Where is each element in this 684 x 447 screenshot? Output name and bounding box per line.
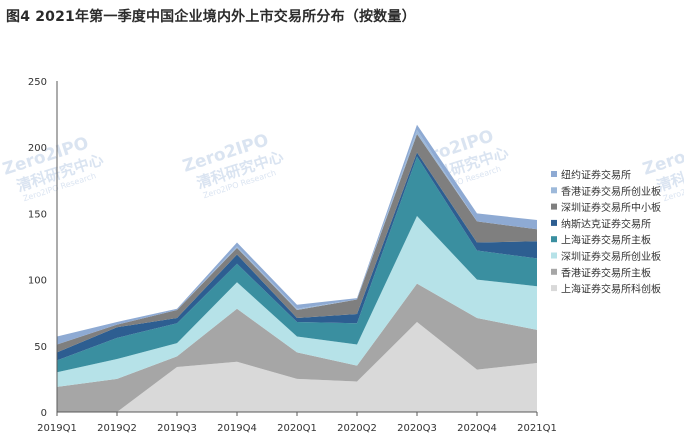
legend-item: 纽约证券交易所 bbox=[551, 169, 631, 182]
y-tick-label: 200 bbox=[28, 143, 47, 154]
area-series-1 bbox=[57, 283, 537, 412]
legend-swatch bbox=[551, 252, 557, 259]
legend-label: 香港证券交易所主板 bbox=[561, 266, 651, 279]
area-series-5 bbox=[57, 133, 537, 353]
x-tick-label: 2019Q2 bbox=[97, 423, 137, 434]
area-series-2 bbox=[57, 216, 537, 387]
legend-swatch bbox=[551, 203, 557, 210]
legend-swatch bbox=[551, 219, 557, 226]
legend-swatch bbox=[551, 285, 557, 292]
area-layer bbox=[57, 124, 537, 412]
area-series-4 bbox=[57, 152, 537, 361]
x-tick-label: 2020Q2 bbox=[337, 423, 377, 434]
axes-layer: 0 50 100 150 200 250 2019Q1 2019Q2 2019Q3 2019Q4 2… bbox=[28, 77, 557, 434]
legend-label: 纽约证券交易所 bbox=[561, 169, 631, 182]
legend-label: 深圳证券交易所中小板 bbox=[561, 201, 661, 214]
legend-item: 纳斯达克证券交易所 bbox=[551, 217, 651, 230]
x-tick-label: 2020Q4 bbox=[457, 423, 497, 434]
legend-swatch bbox=[551, 171, 557, 177]
y-tick-label: 250 bbox=[28, 77, 47, 88]
legend-label: 深圳证券交易所创业板 bbox=[561, 250, 661, 263]
x-tick-label: 2020Q3 bbox=[397, 423, 437, 434]
legend-item: 香港证券交易所创业板 bbox=[551, 185, 661, 198]
legend-swatch bbox=[551, 268, 557, 275]
legend-item: 香港证券交易所主板 bbox=[551, 266, 651, 279]
legend-swatch bbox=[551, 187, 557, 194]
legend-label: 纳斯达克证券交易所 bbox=[561, 217, 651, 230]
x-tick-label: 2019Q4 bbox=[217, 423, 257, 434]
x-tick-label: 2020Q1 bbox=[277, 423, 317, 434]
area-series-3 bbox=[57, 156, 537, 373]
area-series-0 bbox=[57, 321, 537, 412]
legend-label: 上海证券交易所科创板 bbox=[561, 283, 661, 296]
legend-item: 深圳证券交易所创业板 bbox=[551, 250, 661, 263]
legend-label: 上海证券交易所主板 bbox=[561, 234, 651, 247]
legend-item: 上海证券交易所主板 bbox=[551, 234, 651, 247]
legend-item: 上海证券交易所科创板 bbox=[551, 283, 661, 296]
legend-item: 深圳证券交易所中小板 bbox=[551, 201, 661, 214]
legend-swatch bbox=[551, 236, 557, 243]
legend-label: 香港证券交易所创业板 bbox=[561, 185, 661, 198]
y-tick-label: 100 bbox=[28, 276, 47, 287]
y-tick-label: 50 bbox=[34, 342, 47, 353]
x-tick-label: 2021Q1 bbox=[517, 423, 557, 434]
y-tick-label: 150 bbox=[28, 209, 47, 220]
y-tick-label: 0 bbox=[41, 408, 47, 419]
x-tick-label: 2019Q3 bbox=[157, 423, 197, 434]
chart-title: 图4 2021年第一季度中国企业境内外上市交易所分布（按数量） bbox=[6, 9, 416, 25]
legend: 纽约证券交易所香港证券交易所创业板深圳证券交易所中小板纳斯达克证券交易所上海证券… bbox=[551, 169, 661, 296]
x-tick-label: 2019Q1 bbox=[37, 423, 77, 434]
